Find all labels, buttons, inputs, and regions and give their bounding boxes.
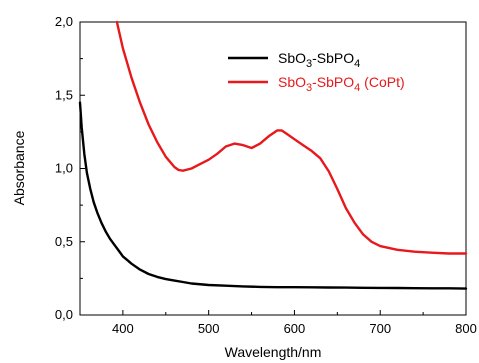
y-tick-label-3: 1,5: [55, 87, 73, 102]
series-line-2: [115, 20, 468, 255]
y-tick-label-4: 2,0: [55, 14, 73, 29]
series-line-1: [78, 101, 468, 290]
y-tick-label-0: 0,0: [55, 307, 73, 322]
series-layer: [78, 20, 468, 290]
legend: SbO3-SbPO4 SbO3-SbPO4 (CoPt): [228, 50, 405, 94]
x-tick-label-600: 600: [284, 321, 306, 336]
tick-layer: 400 500 600 700 800 0,0 0,5 1,0 1,5 2,0: [55, 14, 477, 336]
plot-frame: [79, 21, 467, 316]
x-tick-label-400: 400: [112, 321, 134, 336]
y-tick-label-1: 0,5: [55, 234, 73, 249]
x-tick-label-700: 700: [369, 321, 391, 336]
y-tick-label-2: 1,0: [55, 161, 73, 176]
x-axis-label: Wavelength/nm: [225, 344, 322, 360]
x-tick-label-500: 500: [198, 321, 220, 336]
legend-label-series-1: SbO3-SbPO4: [278, 50, 360, 70]
y-axis-label: Absorbance: [11, 130, 27, 205]
legend-label-series-2: SbO3-SbPO4 (CoPt): [278, 74, 405, 94]
x-tick-label-800: 800: [455, 321, 477, 336]
